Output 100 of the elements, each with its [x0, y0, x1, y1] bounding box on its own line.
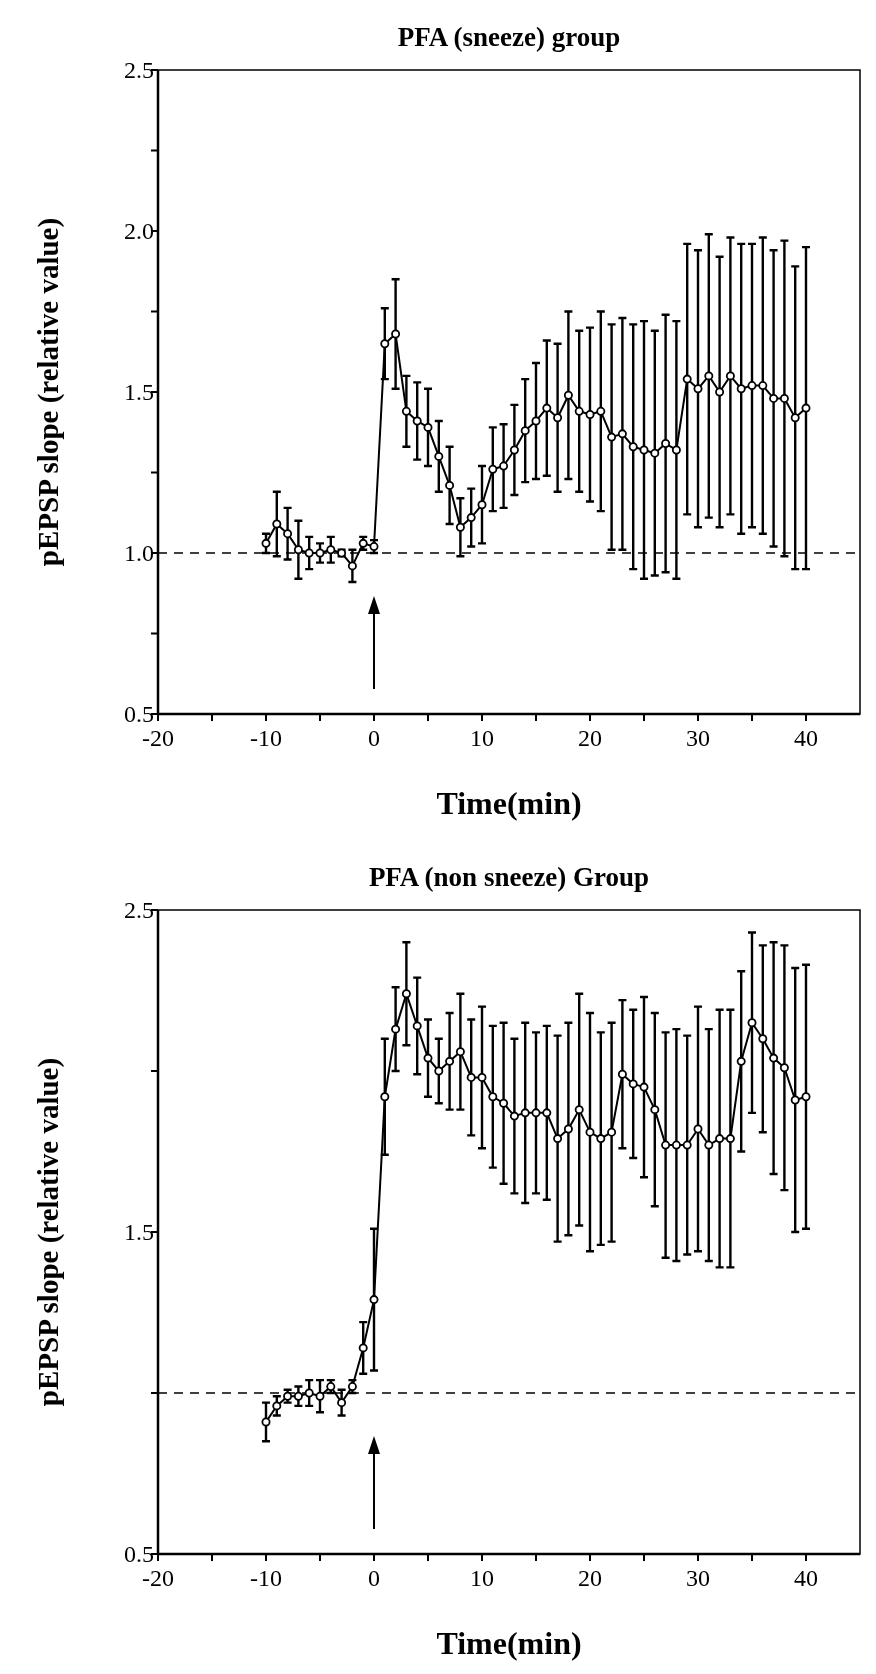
y-axis-title: pEPSP slope (relative value): [32, 1057, 65, 1407]
point: [682, 1140, 692, 1150]
point: [747, 381, 757, 391]
x-tick-label: 10: [470, 725, 494, 751]
point: [347, 561, 357, 571]
point: [293, 1391, 303, 1401]
point: [693, 384, 703, 394]
point: [466, 1072, 476, 1082]
y-axis-title: pEPSP slope (relative value): [32, 217, 65, 567]
x-axis-title: Time(min): [436, 785, 582, 821]
y-tick-label: 2.5: [124, 897, 154, 923]
chart-title: PFA (sneeze) group: [397, 22, 621, 52]
point: [639, 1082, 649, 1092]
point: [747, 1018, 757, 1028]
point: [790, 413, 800, 423]
point: [326, 545, 336, 555]
point: [293, 545, 303, 555]
point: [542, 403, 552, 413]
x-tick-label: -20: [142, 1565, 174, 1591]
point: [725, 371, 735, 381]
point: [337, 1398, 347, 1408]
point: [272, 1401, 282, 1411]
point: [466, 513, 476, 523]
point: [304, 548, 314, 558]
point: [639, 445, 649, 455]
point: [391, 1024, 401, 1034]
point: [369, 1295, 379, 1305]
point: [315, 548, 325, 558]
point: [715, 387, 725, 397]
point: [304, 1388, 314, 1398]
point: [509, 445, 519, 455]
point: [736, 384, 746, 394]
point: [445, 480, 455, 490]
point: [499, 461, 509, 471]
point: [499, 1098, 509, 1108]
point: [553, 1134, 563, 1144]
point: [401, 406, 411, 416]
x-tick-label: -20: [142, 725, 174, 751]
point: [661, 1140, 671, 1150]
x-tick-label: 40: [794, 725, 818, 751]
chart-title: PFA (non sneeze) Group: [368, 862, 650, 892]
point: [488, 464, 498, 474]
x-tick-label: 20: [578, 725, 602, 751]
y-tick-label: 2.5: [124, 57, 154, 83]
point: [801, 403, 811, 413]
point: [704, 1140, 714, 1150]
point: [423, 422, 433, 432]
x-tick-label: -10: [250, 1565, 282, 1591]
point: [779, 393, 789, 403]
point: [801, 1092, 811, 1102]
point: [315, 1391, 325, 1401]
x-tick-label: 0: [368, 725, 380, 751]
point: [790, 1095, 800, 1105]
point: [455, 522, 465, 532]
x-tick-label: 30: [686, 725, 710, 751]
point: [650, 448, 660, 458]
point: [434, 1066, 444, 1076]
point: [628, 442, 638, 452]
point: [520, 1108, 530, 1118]
point: [758, 381, 768, 391]
point: [574, 1105, 584, 1115]
point: [704, 371, 714, 381]
point: [607, 1127, 617, 1137]
x-tick-label: -10: [250, 725, 282, 751]
point: [445, 1056, 455, 1066]
point: [682, 374, 692, 384]
point: [563, 1124, 573, 1134]
point: [671, 1140, 681, 1150]
point: [617, 429, 627, 439]
point: [661, 439, 671, 449]
y-tick-label: 0.5: [124, 701, 154, 727]
point: [477, 500, 487, 510]
y-tick-label: 1.5: [124, 1219, 154, 1245]
point: [617, 1069, 627, 1079]
point: [531, 416, 541, 426]
point: [585, 410, 595, 420]
point: [261, 538, 271, 548]
y-tick-label: 1.0: [124, 540, 154, 566]
point: [434, 451, 444, 461]
point: [585, 1127, 595, 1137]
point: [531, 1108, 541, 1118]
point: [283, 529, 293, 539]
point: [779, 1063, 789, 1073]
y-tick-label: 0.5: [124, 1541, 154, 1567]
point: [769, 393, 779, 403]
point: [261, 1417, 271, 1427]
x-tick-label: 0: [368, 1565, 380, 1591]
point: [596, 406, 606, 416]
point: [412, 416, 422, 426]
point: [509, 1111, 519, 1121]
point: [693, 1124, 703, 1134]
point: [412, 1021, 422, 1031]
point: [758, 1034, 768, 1044]
x-tick-label: 40: [794, 1565, 818, 1591]
x-tick-label: 30: [686, 1565, 710, 1591]
point: [477, 1072, 487, 1082]
point: [542, 1108, 552, 1118]
point: [650, 1105, 660, 1115]
point: [455, 1047, 465, 1057]
y-tick-label: 1.5: [124, 379, 154, 405]
